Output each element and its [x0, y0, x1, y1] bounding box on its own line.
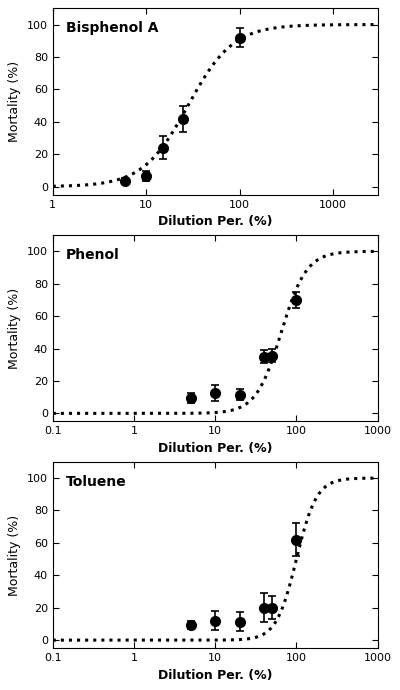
- X-axis label: Dilution Per. (%): Dilution Per. (%): [158, 215, 272, 228]
- Y-axis label: Mortality (%): Mortality (%): [8, 515, 21, 595]
- Text: Phenol: Phenol: [66, 248, 120, 262]
- X-axis label: Dilution Per. (%): Dilution Per. (%): [158, 669, 272, 682]
- X-axis label: Dilution Per. (%): Dilution Per. (%): [158, 442, 272, 455]
- Text: Bisphenol A: Bisphenol A: [66, 21, 158, 35]
- Text: Toluene: Toluene: [66, 475, 126, 489]
- Y-axis label: Mortality (%): Mortality (%): [8, 61, 21, 142]
- Y-axis label: Mortality (%): Mortality (%): [8, 288, 21, 369]
